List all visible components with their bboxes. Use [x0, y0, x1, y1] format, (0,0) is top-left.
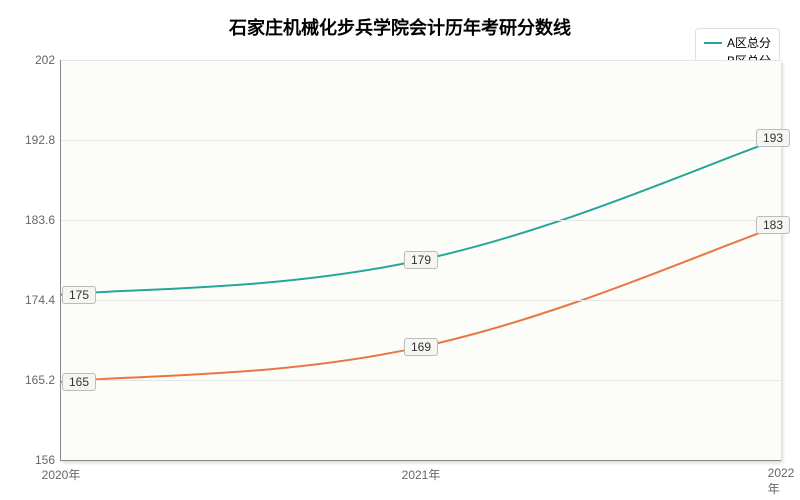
- data-label: 193: [756, 129, 790, 147]
- gridline: [61, 140, 781, 141]
- data-label: 183: [756, 216, 790, 234]
- data-label: 165: [62, 373, 96, 391]
- gridline: [61, 300, 781, 301]
- y-tick-label: 192.8: [25, 133, 55, 147]
- x-tick-label: 2020年: [42, 466, 81, 483]
- gridline: [61, 380, 781, 381]
- chart-title: 石家庄机械化步兵学院会计历年考研分数线: [229, 14, 571, 40]
- gridline: [61, 220, 781, 221]
- chart-container: 石家庄机械化步兵学院会计历年考研分数线 A区总分 B区总分 156165.217…: [0, 0, 800, 500]
- y-tick-label: 174.4: [25, 293, 55, 307]
- series-b-line: [61, 225, 781, 382]
- series-a-line: [61, 138, 781, 295]
- x-tick-label: 2022年: [768, 466, 795, 497]
- data-label: 169: [404, 338, 438, 356]
- data-label: 175: [62, 286, 96, 304]
- y-tick-label: 156: [35, 453, 55, 467]
- y-tick-label: 202: [35, 53, 55, 67]
- data-label: 179: [404, 251, 438, 269]
- legend-swatch-a: [704, 42, 722, 44]
- legend-label-a: A区总分: [727, 34, 771, 51]
- y-tick-label: 165.2: [25, 373, 55, 387]
- gridline: [61, 60, 781, 61]
- legend-item-a: A区总分: [704, 34, 771, 51]
- plot-area: 156165.2174.4183.6192.82022020年2021年2022…: [60, 60, 781, 461]
- y-tick-label: 183.6: [25, 213, 55, 227]
- x-tick-label: 2021年: [402, 466, 441, 483]
